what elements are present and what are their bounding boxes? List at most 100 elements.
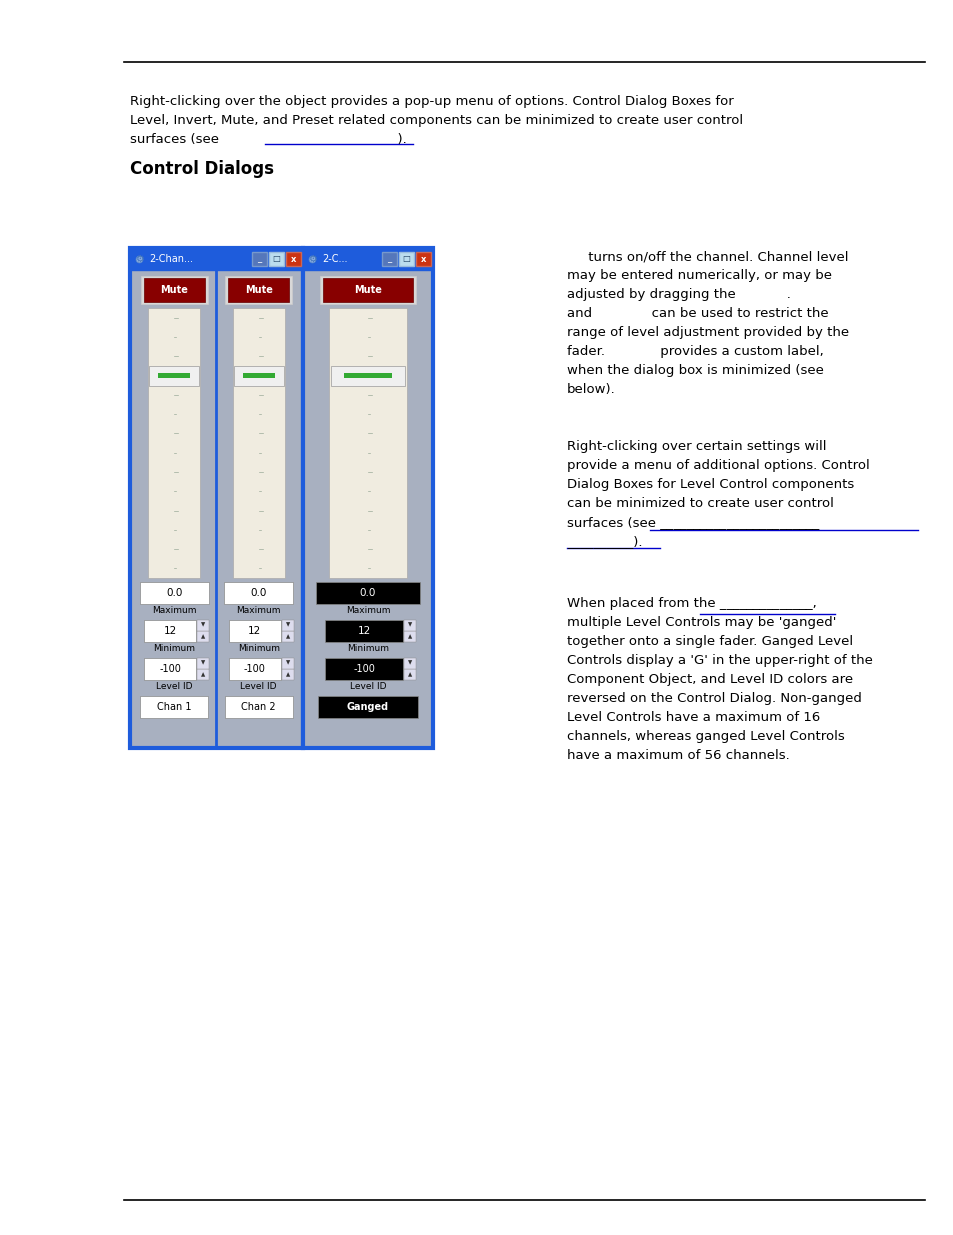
Bar [233,366,283,385]
Text: Right-clicking over certain settings will: Right-clicking over certain settings wil… [566,440,825,453]
Text: □: □ [273,254,280,263]
Bar [316,582,419,604]
Text: _: _ [387,254,392,263]
Text: 12: 12 [164,626,176,636]
Text: ▼: ▼ [201,622,205,627]
Bar [140,697,208,718]
Text: Maximum: Maximum [236,606,281,615]
Bar [331,366,405,385]
Text: ▲: ▲ [286,635,290,640]
Bar [224,582,294,604]
Bar [130,248,303,270]
Bar [303,248,433,270]
Bar [398,252,414,266]
Text: turns on/off the channel. Channel level: turns on/off the channel. Channel level [566,249,847,263]
Text: can be minimized to create user control: can be minimized to create user control [566,496,833,510]
Bar [144,278,205,303]
Bar [150,366,199,385]
Bar [329,308,407,578]
Text: ▼: ▼ [201,661,205,666]
Text: __________).: __________). [566,535,641,548]
Text: Level, Invert, Mute, and Preset related components can be minimized to create us: Level, Invert, Mute, and Preset related … [130,114,742,127]
Text: Minimum: Minimum [347,643,389,653]
Text: When placed from the ______________,: When placed from the ______________, [566,597,816,610]
Bar [286,252,301,266]
Bar [404,631,416,642]
Text: surfaces (see                                          ).: surfaces (see ). [130,133,406,146]
Text: ⚙: ⚙ [134,254,143,264]
Text: □: □ [402,254,410,263]
Bar [343,373,392,378]
Text: Dialog Boxes for Level Control components: Dialog Boxes for Level Control component… [566,478,853,492]
Bar [303,248,433,748]
Text: Mute: Mute [245,285,273,295]
Text: Component Object, and Level ID colors are: Component Object, and Level ID colors ar… [566,673,852,685]
Bar [225,275,292,304]
Text: 12: 12 [357,626,370,636]
Text: 0.0: 0.0 [251,588,267,598]
Bar [252,252,267,266]
Text: Mute: Mute [160,285,188,295]
Text: ▲: ▲ [408,635,412,640]
Text: Level ID: Level ID [240,682,276,692]
Bar [197,620,210,631]
Bar [282,669,294,680]
Text: Ganged: Ganged [347,701,389,713]
Text: 0.0: 0.0 [166,588,182,598]
Text: x: x [420,254,426,263]
Text: Minimum: Minimum [153,643,195,653]
Text: ▼: ▼ [286,622,290,627]
Text: together onto a single fader. Ganged Level: together onto a single fader. Ganged Lev… [566,635,852,648]
Bar [242,373,274,378]
Bar [282,620,294,631]
Text: multiple Level Controls may be 'ganged': multiple Level Controls may be 'ganged' [566,616,836,629]
Text: ▼: ▼ [408,622,412,627]
Text: Chan 2: Chan 2 [241,701,275,713]
Bar [197,658,210,669]
Text: range of level adjustment provided by the: range of level adjustment provided by th… [566,326,848,338]
Text: Control Dialogs: Control Dialogs [130,161,274,178]
Bar [158,373,191,378]
Bar [269,252,284,266]
Text: ▲: ▲ [408,672,412,678]
Text: channels, whereas ganged Level Controls: channels, whereas ganged Level Controls [566,730,843,743]
Text: fader.             provides a custom label,: fader. provides a custom label, [566,345,822,358]
Text: Right-clicking over the object provides a pop-up menu of options. Control Dialog: Right-clicking over the object provides … [130,95,733,107]
Text: ▼: ▼ [408,661,412,666]
Text: -100: -100 [244,664,265,674]
Bar [141,275,208,304]
Bar [228,278,289,303]
Text: Chan 1: Chan 1 [157,701,192,713]
Text: Level Controls have a maximum of 16: Level Controls have a maximum of 16 [566,711,820,724]
Text: below).: below). [566,383,615,396]
Bar [416,252,431,266]
Text: Level ID: Level ID [156,682,193,692]
Text: reversed on the Control Dialog. Non-ganged: reversed on the Control Dialog. Non-gang… [566,692,861,705]
Bar [130,248,303,748]
Text: 2-C...: 2-C... [322,254,347,264]
Bar [404,620,416,631]
Text: ⚙: ⚙ [307,254,316,264]
Text: 2-Chan...: 2-Chan... [149,254,193,264]
Bar [229,658,280,680]
Text: Level ID: Level ID [350,682,386,692]
Text: Maximum: Maximum [152,606,196,615]
Text: may be entered numerically, or may be: may be entered numerically, or may be [566,269,831,282]
Text: when the dialog box is minimized (see: when the dialog box is minimized (see [566,364,823,377]
Bar [325,620,402,642]
Text: ▼: ▼ [286,661,290,666]
Text: -100: -100 [353,664,375,674]
Text: x: x [291,254,295,263]
Bar [144,620,196,642]
Text: Controls display a 'G' in the upper-right of the: Controls display a 'G' in the upper-righ… [566,655,872,667]
Bar [404,669,416,680]
Bar [381,252,396,266]
Bar [229,620,280,642]
Text: ▲: ▲ [201,635,205,640]
Text: _: _ [257,254,261,263]
Bar [322,278,413,303]
Bar [225,697,293,718]
Bar [282,631,294,642]
Text: Maximum: Maximum [345,606,390,615]
Bar [139,582,209,604]
